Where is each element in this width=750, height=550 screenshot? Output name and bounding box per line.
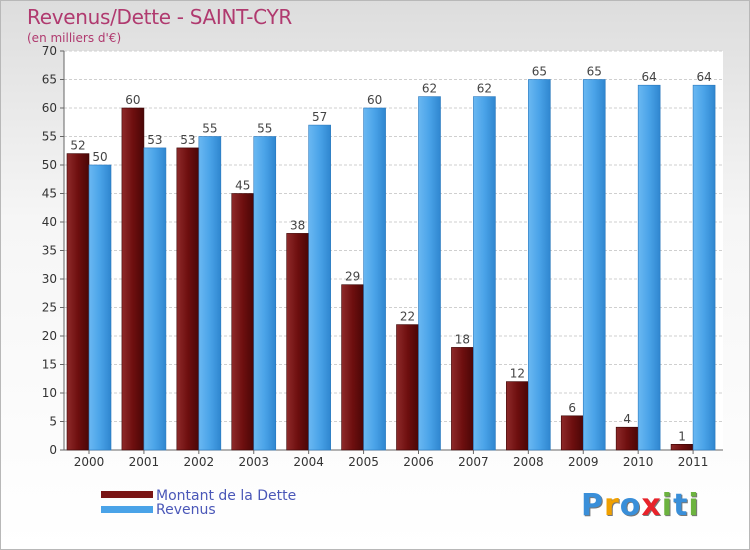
y-tick-label: 45 xyxy=(42,187,57,201)
x-tick-label: 2003 xyxy=(238,455,269,469)
y-tick-label: 35 xyxy=(42,244,57,258)
y-tick-label: 10 xyxy=(42,386,57,400)
x-tick-label: 2007 xyxy=(458,455,489,469)
logo-letter: r xyxy=(604,488,620,523)
x-tick-label: 2010 xyxy=(623,455,654,469)
bar-revenus xyxy=(198,136,222,451)
value-label-revenus: 50 xyxy=(92,150,107,164)
bar-revenus xyxy=(637,84,661,451)
value-label-dette: 53 xyxy=(180,133,195,147)
logo-letter: o xyxy=(619,488,642,523)
value-label-revenus: 60 xyxy=(367,93,382,107)
bar-dette xyxy=(396,324,419,451)
y-tick-label: 40 xyxy=(42,215,57,229)
value-label-revenus: 64 xyxy=(696,70,711,84)
y-tick-label: 0 xyxy=(49,443,57,457)
bar-revenus xyxy=(143,147,167,451)
value-label-revenus: 64 xyxy=(642,70,657,84)
value-label-dette: 52 xyxy=(70,139,85,153)
legend-label-dette: Montant de la Dette xyxy=(156,488,297,504)
y-tick-label: 5 xyxy=(49,415,57,429)
x-tick-label: 2011 xyxy=(678,455,709,469)
value-label-revenus: 65 xyxy=(587,65,602,79)
bar-dette xyxy=(66,153,90,451)
x-tick-label: 2001 xyxy=(129,455,160,469)
bar-revenus xyxy=(418,96,441,451)
value-label-revenus: 53 xyxy=(147,133,162,147)
chart-title: Revenus/Dette - SAINT-CYR xyxy=(27,5,293,29)
bar-dette xyxy=(451,347,474,451)
bar-dette xyxy=(560,415,584,451)
x-tick-label: 2002 xyxy=(184,455,215,469)
bar-dette xyxy=(121,107,145,451)
bar-revenus xyxy=(88,164,112,451)
logo-letter: i xyxy=(688,488,700,523)
bar-dette xyxy=(615,426,639,451)
y-tick-label: 15 xyxy=(42,358,57,372)
x-tick-label: 2008 xyxy=(513,455,544,469)
bar-dette xyxy=(341,284,364,451)
proxiti-logo: Proxiti xyxy=(581,488,700,523)
x-tick-label: 2009 xyxy=(568,455,599,469)
legend-swatch-dette xyxy=(101,491,153,498)
y-tick-label: 20 xyxy=(42,329,57,343)
bar-dette xyxy=(506,381,529,451)
y-tick-label: 60 xyxy=(42,101,57,115)
value-label-revenus: 65 xyxy=(532,65,547,79)
value-label-dette: 22 xyxy=(400,310,415,324)
value-label-revenus: 62 xyxy=(477,82,492,96)
logo-letter: i xyxy=(661,488,674,523)
bar-revenus xyxy=(473,96,496,451)
value-label-dette: 60 xyxy=(125,93,140,107)
bar-revenus xyxy=(582,79,606,451)
value-label-dette: 45 xyxy=(235,179,250,193)
value-label-dette: 29 xyxy=(345,270,360,284)
logo-letter: P xyxy=(581,488,604,523)
bar-revenus xyxy=(692,84,716,451)
y-tick-label: 30 xyxy=(42,272,57,286)
y-tick-label: 65 xyxy=(42,73,57,87)
x-tick-label: 2005 xyxy=(348,455,379,469)
plot-area xyxy=(64,51,723,450)
legend-swatch-revenus xyxy=(101,506,153,513)
value-label-dette: 18 xyxy=(455,332,470,346)
x-tick-label: 2006 xyxy=(403,455,434,469)
chart-subtitle: (en milliers d'€) xyxy=(27,31,122,45)
value-label-dette: 38 xyxy=(290,218,305,232)
y-tick-label: 70 xyxy=(42,44,57,58)
logo-letter: t xyxy=(673,488,689,523)
y-tick-label: 25 xyxy=(42,301,57,315)
bar-dette xyxy=(670,443,694,451)
legend-label-revenus: Revenus xyxy=(156,502,216,518)
logo-letter: x xyxy=(641,488,662,523)
x-tick-label: 2004 xyxy=(293,455,324,469)
bar-revenus xyxy=(253,136,277,451)
value-label-dette: 12 xyxy=(510,367,525,381)
value-label-revenus: 55 xyxy=(257,122,272,136)
value-label-revenus: 55 xyxy=(202,122,217,136)
y-tick-label: 55 xyxy=(42,130,57,144)
bar-dette xyxy=(176,147,200,451)
bar-revenus xyxy=(363,107,386,451)
value-label-dette: 6 xyxy=(568,401,576,415)
bar-revenus xyxy=(308,124,331,451)
value-label-revenus: 57 xyxy=(312,110,327,124)
value-label-dette: 1 xyxy=(678,429,686,443)
y-tick-label: 50 xyxy=(42,158,57,172)
bar-revenus xyxy=(528,79,551,451)
value-label-dette: 4 xyxy=(623,412,631,426)
x-tick-label: 2000 xyxy=(74,455,105,469)
bar-dette xyxy=(286,233,309,451)
bar-dette xyxy=(231,193,255,451)
value-label-revenus: 62 xyxy=(422,82,437,96)
